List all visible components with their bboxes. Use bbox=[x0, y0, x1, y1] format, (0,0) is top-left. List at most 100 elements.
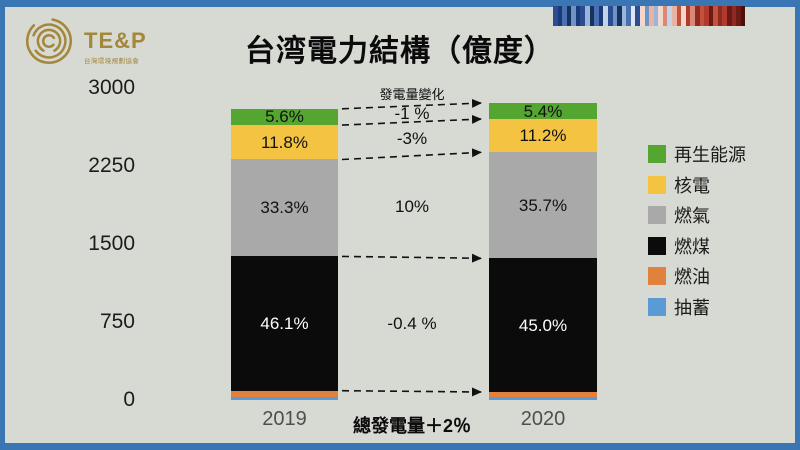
category-label-2019: 2019 bbox=[262, 408, 307, 430]
segment-燃煤-2019: 46.1% bbox=[231, 256, 338, 391]
warming-stripe bbox=[612, 6, 618, 26]
warming-stripe bbox=[704, 6, 709, 26]
change-arrow-1 bbox=[341, 114, 482, 126]
warming-stripe bbox=[594, 6, 599, 26]
warming-stripe bbox=[662, 6, 668, 26]
segment-label: 5.4% bbox=[523, 101, 563, 121]
warming-stripe bbox=[736, 6, 741, 26]
warming-stripe bbox=[672, 6, 677, 26]
y-tick-0: 0 bbox=[123, 388, 135, 411]
warming-stripe bbox=[626, 6, 631, 26]
warming-stripe bbox=[557, 6, 563, 26]
change-arrow-0 bbox=[341, 98, 482, 110]
change-arrow-3 bbox=[341, 253, 482, 263]
legend-label-抽蓄: 抽蓄 bbox=[674, 297, 710, 318]
change-arrow-2 bbox=[341, 148, 482, 161]
legend-label-再生能源: 再生能源 bbox=[674, 145, 746, 165]
slide-border-right bbox=[795, 0, 800, 450]
warming-stripe bbox=[630, 6, 636, 26]
warming-stripe bbox=[658, 6, 663, 26]
segment-label: 11.2% bbox=[519, 126, 567, 146]
warming-stripe bbox=[639, 6, 645, 26]
warming-stripe bbox=[667, 6, 673, 26]
segment-再生能源-2019: 5.6% bbox=[231, 107, 338, 127]
legend-swatch-核電 bbox=[648, 175, 666, 194]
warming-stripe bbox=[607, 6, 613, 26]
annotation-header: 發電量變化 bbox=[379, 87, 445, 102]
slide-border-top bbox=[0, 0, 800, 7]
segment-再生能源-2020: 5.4% bbox=[489, 101, 597, 121]
warming-stripe bbox=[589, 6, 595, 26]
legend-label-核電: 核電 bbox=[674, 175, 710, 196]
warming-stripe bbox=[653, 6, 659, 26]
warming-stripe bbox=[621, 6, 627, 26]
y-tick-1500: 1500 bbox=[88, 232, 135, 255]
warming-stripe bbox=[617, 6, 622, 26]
tep-logo-spiral-icon bbox=[25, 17, 73, 65]
warming-stripe bbox=[635, 6, 640, 26]
category-label-2020: 2020 bbox=[520, 408, 566, 430]
logo-text-block: TE&P 台灣環境規劃協會 bbox=[84, 28, 147, 66]
legend-swatch-燃煤 bbox=[648, 236, 666, 255]
warming-stripe bbox=[598, 6, 604, 26]
change-arrow-4 bbox=[341, 387, 482, 397]
legend-label-燃氣: 燃氣 bbox=[674, 206, 710, 226]
legend-swatch-燃氣 bbox=[648, 206, 666, 224]
segment-label: 46.1% bbox=[260, 314, 309, 334]
segment-核電-2020: 11.2% bbox=[489, 119, 597, 153]
change-label-3: -0.4 % bbox=[387, 314, 437, 334]
segment-燃油-2020 bbox=[489, 391, 597, 398]
chart-title: 台湾電力結構（億度） bbox=[245, 35, 555, 68]
segment-label: 33.3% bbox=[260, 198, 309, 218]
warming-stripe bbox=[713, 6, 718, 26]
legend-item-再生能源: 再生能源 bbox=[648, 143, 746, 165]
warming-stripe bbox=[553, 6, 558, 26]
segment-抽蓄-2019 bbox=[231, 396, 338, 400]
change-label-1: -3% bbox=[396, 128, 428, 148]
bar-2020: 45.0% 35.7% 11.2% 5.4% bbox=[489, 103, 597, 400]
segment-燃油-2019 bbox=[231, 390, 338, 397]
legend-item-燃氣: 燃氣 bbox=[648, 204, 710, 226]
legend-label-燃煤: 燃煤 bbox=[674, 236, 710, 257]
segment-核電-2019: 11.8% bbox=[231, 125, 338, 160]
segment-label: 45.0% bbox=[518, 315, 568, 335]
total-change-label: 總發電量＋2％ bbox=[352, 416, 472, 436]
warming-stripe bbox=[681, 6, 686, 26]
warming-stripe bbox=[644, 6, 650, 26]
warming-stripe bbox=[717, 6, 723, 26]
tep-logo: TE&P 台灣環境規劃協會 bbox=[20, 12, 147, 70]
legend-swatch-抽蓄 bbox=[648, 297, 666, 316]
warming-stripe bbox=[708, 6, 714, 26]
segment-label: 5.6% bbox=[265, 107, 304, 127]
warming-stripe bbox=[722, 6, 727, 26]
change-label-0: -1 % bbox=[394, 103, 430, 123]
legend-item-核電: 核電 bbox=[648, 174, 710, 196]
warming-stripe bbox=[690, 6, 695, 26]
warming-stripe bbox=[694, 6, 700, 26]
warming-stripe bbox=[649, 6, 654, 26]
slide-border-bottom bbox=[0, 443, 800, 450]
change-label-2: 10% bbox=[394, 196, 430, 216]
warming-stripes bbox=[553, 6, 746, 26]
legend-label-燃油: 燃油 bbox=[674, 267, 710, 287]
y-tick-750: 750 bbox=[99, 310, 135, 333]
warming-stripe bbox=[726, 6, 732, 26]
segment-燃氣-2020: 35.7% bbox=[489, 152, 597, 259]
warming-stripe bbox=[731, 6, 737, 26]
segment-燃煤-2020: 45.0% bbox=[489, 258, 597, 392]
slide-border-left bbox=[0, 0, 5, 450]
y-tick-3000: 3000 bbox=[88, 76, 135, 99]
warming-stripe bbox=[562, 6, 567, 26]
warming-stripe bbox=[685, 6, 691, 26]
legend-swatch-再生能源 bbox=[648, 145, 666, 163]
legend-item-抽蓄: 抽蓄 bbox=[648, 296, 710, 318]
warming-stripe bbox=[566, 6, 572, 26]
warming-stripe bbox=[575, 6, 581, 26]
warming-stripe bbox=[580, 6, 586, 26]
logo-text: TE&P bbox=[84, 28, 147, 53]
warming-stripe bbox=[699, 6, 705, 26]
warming-stripe bbox=[585, 6, 590, 26]
segment-label: 35.7% bbox=[518, 195, 568, 215]
legend-item-燃煤: 燃煤 bbox=[648, 235, 710, 257]
